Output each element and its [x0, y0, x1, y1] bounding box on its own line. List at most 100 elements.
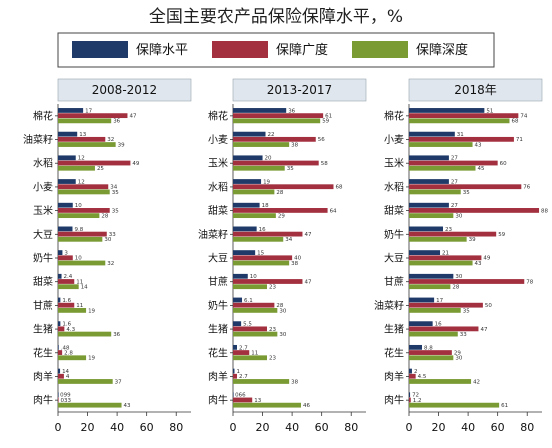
data-label: 2.7	[239, 345, 248, 351]
bar-1	[233, 255, 293, 261]
category-label: 棉花	[208, 109, 228, 122]
category-label: 花生	[384, 346, 404, 359]
legend-frame	[57, 32, 495, 68]
bar-0	[409, 250, 441, 255]
bar-1	[58, 279, 75, 284]
data-label: 8.8	[424, 345, 433, 351]
bar-2	[58, 213, 100, 219]
data-label: 35	[463, 308, 470, 314]
category-label: 小麦	[33, 181, 53, 193]
category-label: 甜菜	[208, 204, 228, 217]
data-label: 066	[235, 393, 246, 399]
bar-0	[58, 202, 73, 208]
data-label: 33	[109, 232, 116, 238]
bar-2	[233, 142, 290, 147]
bar-2	[409, 236, 467, 242]
data-label: 60	[500, 161, 507, 167]
panel-title: 2018年	[454, 83, 497, 97]
data-label: 10	[75, 256, 82, 262]
category-label: 大豆	[208, 252, 228, 265]
bar-0	[58, 131, 78, 137]
data-label: 34	[110, 185, 117, 191]
data-label: 38	[291, 142, 298, 148]
data-label: 30	[104, 237, 111, 243]
bar-0	[409, 179, 449, 184]
bar-2	[58, 118, 112, 124]
data-label: 13	[254, 398, 261, 404]
data-label: 38	[291, 379, 298, 385]
data-label: 23	[269, 327, 276, 333]
data-label: 16	[435, 322, 442, 328]
category-label: 油菜籽	[374, 299, 404, 312]
bar-1	[233, 326, 267, 332]
bar-0	[409, 368, 412, 374]
category-label: 油菜籽	[23, 133, 53, 146]
data-label: 4	[66, 374, 70, 380]
bar-2	[233, 118, 321, 124]
data-label: 38	[291, 261, 298, 267]
data-label: 11	[76, 279, 83, 285]
data-label: 28	[101, 214, 108, 220]
data-label: 2.8	[64, 350, 73, 356]
bar-1	[58, 302, 75, 308]
bar-0	[409, 321, 433, 327]
bar-1	[409, 373, 416, 379]
data-label: 74	[520, 114, 527, 120]
category-label: 棉花	[33, 109, 53, 122]
bar-0	[233, 273, 248, 279]
bar-2	[233, 213, 276, 219]
bar-2	[58, 189, 110, 195]
bar-0	[58, 368, 61, 374]
data-label: 22	[268, 132, 275, 138]
x-tick-label: 20	[256, 421, 270, 434]
data-label: 3	[64, 251, 68, 257]
category-label: 肉牛	[208, 394, 228, 407]
legend-label-breadth: 保障广度	[276, 42, 328, 58]
data-label: 47	[304, 279, 311, 285]
data-label: 49	[483, 256, 490, 262]
bar-0	[58, 226, 73, 232]
data-label: 47	[129, 114, 136, 120]
bar-0	[409, 226, 443, 232]
data-label: 39	[469, 237, 476, 243]
category-label: 玉米	[208, 157, 228, 170]
x-tick-label: 60	[140, 421, 154, 434]
data-label: 68	[511, 119, 518, 125]
bar-2	[58, 307, 87, 313]
data-label: 23	[269, 356, 276, 362]
bar-2	[233, 165, 285, 171]
data-label: 45	[478, 166, 485, 172]
data-label: .48	[61, 345, 70, 351]
category-label: 肉羊	[208, 370, 228, 383]
bar-2	[409, 213, 454, 219]
x-tick-label: 0	[230, 421, 237, 434]
legend: 保障水平 保障广度 保障深度	[57, 32, 495, 68]
x-tick-label: 80	[520, 421, 534, 434]
bar-1	[233, 113, 324, 119]
category-label: 甘蔗	[33, 299, 53, 312]
bar-0	[233, 297, 243, 303]
data-label: 21	[442, 251, 449, 257]
bar-0	[58, 179, 76, 184]
bar-2	[58, 260, 106, 266]
bar-1	[233, 279, 303, 284]
data-label: 13	[79, 132, 86, 138]
bar-2	[58, 165, 95, 171]
bar-1	[409, 113, 519, 119]
bar-1	[58, 231, 107, 237]
bar-0	[233, 344, 237, 350]
bar-0	[233, 179, 262, 184]
category-label: 生猪	[384, 323, 404, 336]
category-label: 生猪	[33, 323, 53, 336]
x-tick-label: 40	[461, 421, 475, 434]
data-label: 76	[523, 185, 530, 191]
x-tick-label: 20	[432, 421, 446, 434]
category-label: 奶牛	[33, 252, 53, 265]
data-label: 50	[485, 303, 492, 309]
bar-2	[233, 236, 284, 242]
data-label: 35	[287, 166, 294, 172]
bar-2	[409, 118, 510, 124]
category-label: 肉羊	[384, 370, 404, 383]
bar-2	[409, 307, 461, 313]
